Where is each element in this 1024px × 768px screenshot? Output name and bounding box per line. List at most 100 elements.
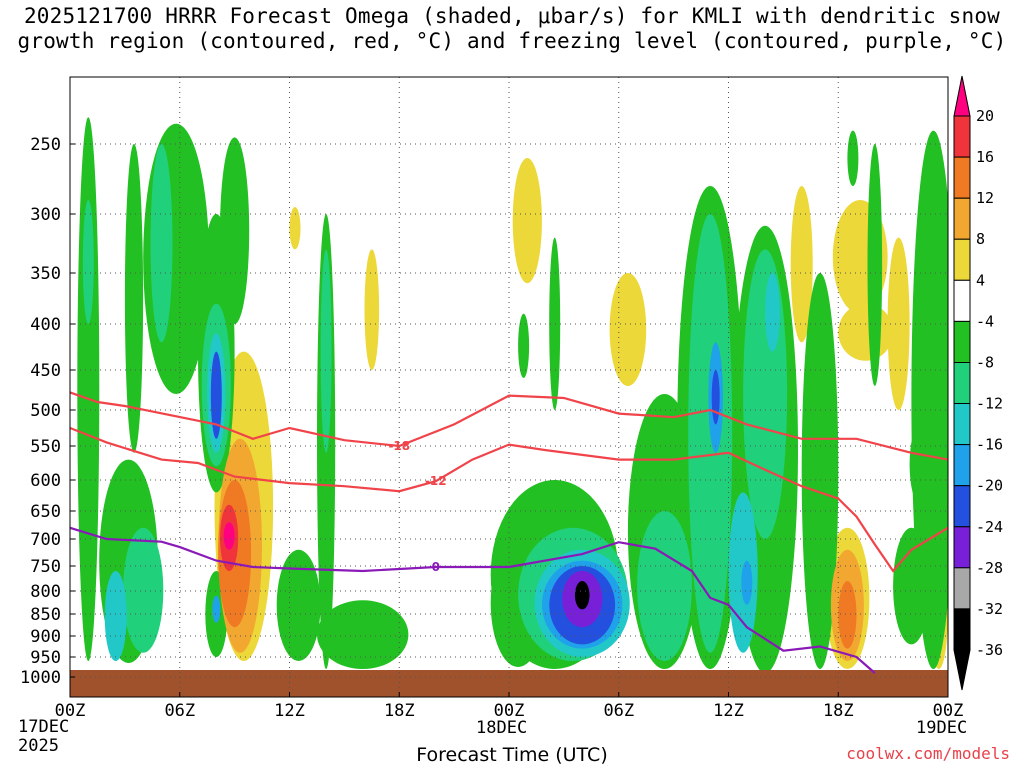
y-tick-label: 350: [30, 264, 61, 284]
omega-region: [223, 522, 235, 550]
colorbar-label: -24: [976, 518, 1003, 536]
x-tick-label: 06Z: [164, 701, 195, 721]
colorbar-bottom-arrow: [953, 649, 971, 691]
chart-title-line1: 2025121700 HRRR Forecast Omega (shaded, …: [23, 4, 1001, 28]
colorbar-label: -20: [976, 477, 1003, 495]
omega-region: [801, 273, 839, 669]
y-tick-label: 550: [30, 437, 61, 457]
colorbar-swatch: [953, 115, 971, 158]
omega-region: [289, 207, 301, 250]
colorbar-label: 20: [976, 107, 994, 125]
omega-region: [909, 424, 932, 505]
contour-line: [70, 426, 948, 573]
omega-region: [609, 273, 647, 386]
omega-region: [838, 581, 857, 649]
x-date-mid: 18DEC: [476, 718, 528, 738]
colorbar-swatch: [953, 320, 971, 363]
colorbar-swatch: [953, 444, 971, 487]
x-tick-label: 06Z: [603, 701, 634, 721]
colorbar-top-arrow: [953, 75, 971, 117]
colorbar-swatch: [953, 279, 971, 322]
y-tick-label: 950: [30, 648, 61, 668]
x-axis-title: Forecast Time (UTC): [416, 744, 608, 766]
omega-region: [574, 581, 590, 610]
y-tick-label: 500: [30, 401, 61, 421]
omega-region: [549, 237, 561, 410]
x-tick-label: 00Z: [494, 701, 525, 721]
omega-region: [320, 249, 332, 453]
x-date-start-day: 17DEC: [18, 717, 70, 737]
omega-region: [790, 186, 813, 343]
y-tick-label: 900: [30, 627, 61, 647]
colorbar-label: -36: [976, 641, 1003, 659]
contour-line: [70, 391, 948, 461]
y-tick-label: 800: [30, 582, 61, 602]
contour-line: [70, 526, 876, 674]
omega-region: [276, 549, 321, 662]
colorbar-swatch: [953, 567, 971, 610]
contour-lines: -18 -12 0: [70, 391, 948, 674]
omega-region: [364, 249, 380, 370]
y-tick-label: 750: [30, 557, 61, 577]
colorbar-label: -32: [976, 600, 1003, 618]
colorbar-swatch: [953, 403, 971, 446]
x-axis: 00Z 06Z 12Z 18Z 00Z 06Z 12Z 18Z 00Z: [55, 692, 964, 721]
colorbar-label: 12: [976, 189, 994, 207]
colorbar-swatch: [953, 197, 971, 240]
omega-region: [82, 200, 94, 324]
omega-region: [518, 313, 530, 378]
omega-region: [743, 249, 788, 539]
omega-region: [210, 351, 222, 439]
omega-region: [123, 527, 164, 653]
x-tick-label: 12Z: [713, 701, 744, 721]
colorbar-label: -12: [976, 395, 1003, 413]
credit-text: coolwx.com/models: [846, 744, 1010, 763]
colorbar-label: -16: [976, 436, 1003, 454]
omega-region: [711, 370, 720, 425]
y-tick-label: 600: [30, 471, 61, 491]
omega-region: [150, 144, 173, 343]
omega-region: [124, 144, 144, 453]
colorbar-swatch: [953, 608, 971, 651]
y-tick-label: 300: [30, 205, 61, 225]
omega-region: [741, 560, 753, 605]
omega-region: [847, 130, 859, 186]
colorbar: 20 16 12 8 4 -4 -8 -12 -16 -20 -24 -28 -32 -36: [953, 75, 1003, 691]
omega-region: [867, 144, 883, 386]
omega-region: [765, 273, 780, 352]
omega-region: [512, 158, 542, 284]
omega-region: [637, 511, 692, 661]
y-axis: 2503003504004505005506006507007508008509…: [20, 135, 75, 688]
contour-label: -12: [425, 474, 447, 488]
colorbar-label: -8: [976, 354, 994, 372]
omega-shading: [77, 117, 948, 673]
x-date-start-year: 2025: [18, 736, 59, 756]
contour-label: -18: [388, 439, 410, 453]
omega-region: [104, 571, 127, 661]
y-tick-label: 650: [30, 502, 61, 522]
contour-label: 0: [432, 560, 440, 574]
x-date-start: 17DEC 2025: [18, 718, 69, 756]
colorbar-label: 8: [976, 230, 985, 248]
x-tick-label: 00Z: [933, 701, 964, 721]
y-tick-label: 1000: [20, 668, 61, 688]
colorbar-swatch: [953, 526, 971, 569]
y-tick-label: 250: [30, 135, 61, 155]
omega-region: [887, 237, 910, 410]
x-tick-label: 18Z: [384, 701, 415, 721]
omega-region: [220, 137, 250, 324]
colorbar-label: 16: [976, 148, 994, 166]
colorbar-label: 4: [976, 271, 985, 289]
omega-region: [212, 595, 221, 623]
colorbar-swatch: [953, 238, 971, 281]
colorbar-swatch: [953, 485, 971, 528]
x-tick-label: 12Z: [274, 701, 305, 721]
omega-region: [893, 527, 930, 645]
colorbar-swatch: [953, 156, 971, 199]
x-tick-label: 00Z: [55, 701, 86, 721]
x-date-end: 19DEC: [916, 718, 968, 738]
y-tick-label: 850: [30, 605, 61, 625]
omega-region: [77, 117, 100, 661]
colorbar-swatch: [953, 362, 971, 405]
